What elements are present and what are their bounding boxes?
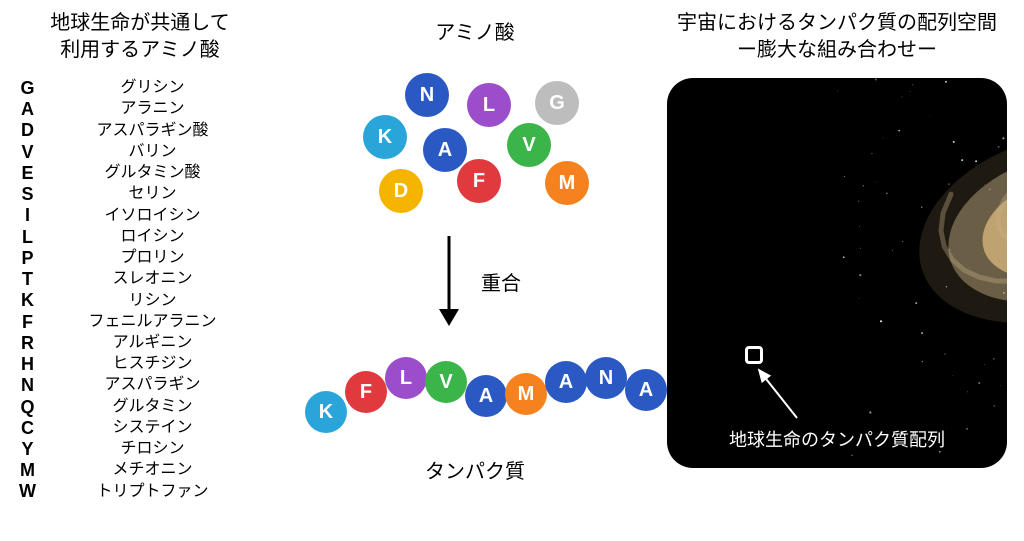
amino-acid-row: Qグルタミン xyxy=(0,397,280,418)
amino-acid-letter: F xyxy=(0,312,55,333)
amino-acid-row: Nアスパラギン xyxy=(0,375,280,396)
amino-acid-ball: N xyxy=(585,357,627,399)
protein-chain: KFLVAMANA xyxy=(305,355,645,435)
amino-acid-ball: A xyxy=(545,361,587,403)
down-arrow-icon xyxy=(429,231,469,331)
amino-acid-row: Wトリプトファン xyxy=(0,481,280,502)
amino-acid-letter: G xyxy=(0,78,55,99)
right-title-line2: ー膨大な組み合わせー xyxy=(737,39,937,61)
amino-acid-ball: A xyxy=(465,375,507,417)
amino-acid-letter: Y xyxy=(0,439,55,460)
amino-acid-row: Lロイシン xyxy=(0,227,280,248)
amino-acid-row: Cシステイン xyxy=(0,418,280,439)
amino-acid-row: Tスレオニン xyxy=(0,269,280,290)
amino-acid-letter: M xyxy=(0,460,55,481)
amino-acid-ball: A xyxy=(423,128,467,172)
amino-acid-letter: N xyxy=(0,375,55,396)
amino-acid-name: リシン xyxy=(55,292,280,311)
protein-label: タンパク質 xyxy=(280,455,670,484)
polymerization-label: 重合 xyxy=(481,267,521,296)
amino-acid-row: Vバリン xyxy=(0,142,280,163)
amino-acid-ball: L xyxy=(467,83,511,127)
amino-acid-letter: P xyxy=(0,248,55,269)
amino-acid-ball: V xyxy=(425,361,467,403)
amino-acid-row: Pプロリン xyxy=(0,248,280,269)
amino-acid-name: イソロイシン xyxy=(55,207,280,226)
amino-acid-ball: L xyxy=(385,357,427,399)
amino-acid-row: Mメチオニン xyxy=(0,460,280,481)
amino-acid-letter: D xyxy=(0,120,55,141)
amino-acid-letter: Q xyxy=(0,397,55,418)
amino-acid-letter: T xyxy=(0,269,55,290)
amino-acid-name: トリプトファン xyxy=(55,483,280,502)
left-panel: 地球生命が共通して 利用するアミノ酸 GグリシンAアラニンDアスパラギン酸Vバリ… xyxy=(0,0,280,503)
amino-acid-row: Iイソロイシン xyxy=(0,205,280,226)
amino-acid-row: Eグルタミン酸 xyxy=(0,163,280,184)
amino-acid-name: スレオニン xyxy=(55,270,280,289)
amino-acid-name: システイン xyxy=(55,419,280,438)
polymerization-arrow-group: 重合 xyxy=(280,231,670,331)
amino-acid-name: バリン xyxy=(55,143,280,162)
amino-acid-table: GグリシンAアラニンDアスパラギン酸VバリンEグルタミン酸SセリンIイソロイシン… xyxy=(0,78,280,503)
amino-acid-label: アミノ酸 xyxy=(280,16,670,45)
left-title-line2: 利用するアミノ酸 xyxy=(60,39,220,61)
amino-acid-row: Dアスパラギン酸 xyxy=(0,120,280,141)
amino-acid-name: アスパラギン xyxy=(55,376,280,395)
amino-acid-ball: F xyxy=(345,371,387,413)
amino-acid-ball: M xyxy=(505,373,547,415)
amino-acid-letter: K xyxy=(0,290,55,311)
amino-acid-letter: A xyxy=(0,99,55,120)
sequence-space-box: 地球生命のタンパク質配列 xyxy=(667,78,1007,468)
amino-acid-name: アルギニン xyxy=(55,334,280,353)
amino-acid-ball: D xyxy=(379,169,423,213)
amino-acid-row: Yチロシン xyxy=(0,439,280,460)
amino-acid-row: Aアラニン xyxy=(0,99,280,120)
amino-acid-ball: K xyxy=(363,115,407,159)
amino-acid-name: アスパラギン酸 xyxy=(55,122,280,141)
right-title: 宇宙におけるタンパク質の配列空間 ー膨大な組み合わせー xyxy=(650,10,1024,64)
amino-acid-name: グリシン xyxy=(55,79,280,98)
amino-acid-letter: L xyxy=(0,227,55,248)
middle-panel: アミノ酸 NLGKAVFDM 重合 KFLVAMANA タンパク質 xyxy=(280,0,670,484)
amino-acid-ball: K xyxy=(305,391,347,433)
marker-arrow-icon xyxy=(667,78,1007,468)
amino-acid-name: ヒスチジン xyxy=(55,355,280,374)
amino-acid-cluster: NLG KAVFD M xyxy=(345,73,605,223)
amino-acid-letter: C xyxy=(0,418,55,439)
amino-acid-name: ロイシン xyxy=(55,228,280,247)
amino-acid-ball: N xyxy=(405,73,449,117)
right-panel: 宇宙におけるタンパク質の配列空間 ー膨大な組み合わせー 地球生命のタンパク質配列 xyxy=(650,0,1024,468)
amino-acid-row: Sセリン xyxy=(0,184,280,205)
amino-acid-ball: F xyxy=(457,159,501,203)
amino-acid-row: Fフェニルアラニン xyxy=(0,312,280,333)
amino-acid-letter: H xyxy=(0,354,55,375)
amino-acid-name: セリン xyxy=(55,185,280,204)
left-title: 地球生命が共通して 利用するアミノ酸 xyxy=(0,10,280,64)
amino-acid-row: Gグリシン xyxy=(0,78,280,99)
amino-acid-name: グルタミン酸 xyxy=(55,164,280,183)
amino-acid-name: アラニン xyxy=(55,100,280,119)
amino-acid-row: Rアルギニン xyxy=(0,333,280,354)
amino-acid-letter: W xyxy=(0,481,55,502)
right-title-line1: 宇宙におけるタンパク質の配列空間 xyxy=(677,12,997,34)
amino-acid-letter: V xyxy=(0,142,55,163)
amino-acid-row: Hヒスチジン xyxy=(0,354,280,375)
amino-acid-letter: E xyxy=(0,163,55,184)
left-title-line1: 地球生命が共通して xyxy=(50,12,229,34)
amino-acid-ball: G xyxy=(535,81,579,125)
amino-acid-letter: R xyxy=(0,333,55,354)
amino-acid-name: チロシン xyxy=(55,440,280,459)
amino-acid-name: グルタミン xyxy=(55,398,280,417)
amino-acid-ball: V xyxy=(507,123,551,167)
amino-acid-ball: M xyxy=(545,161,589,205)
amino-acid-letter: I xyxy=(0,205,55,226)
amino-acid-name: メチオニン xyxy=(55,461,280,480)
amino-acid-name: プロリン xyxy=(55,249,280,268)
earth-sequence-caption: 地球生命のタンパク質配列 xyxy=(667,426,1007,452)
amino-acid-row: Kリシン xyxy=(0,290,280,311)
amino-acid-name: フェニルアラニン xyxy=(55,313,280,332)
amino-acid-letter: S xyxy=(0,184,55,205)
